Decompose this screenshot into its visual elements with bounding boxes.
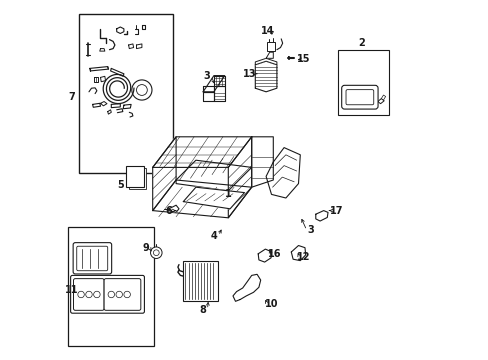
Polygon shape (136, 44, 142, 49)
Text: 6: 6 (165, 206, 172, 216)
Polygon shape (258, 249, 270, 262)
Text: 15: 15 (297, 54, 310, 64)
Polygon shape (255, 61, 276, 92)
Text: 13: 13 (243, 69, 256, 79)
Polygon shape (287, 56, 288, 59)
Bar (126, 166, 143, 187)
Polygon shape (152, 137, 176, 211)
Bar (266, 42, 275, 51)
Bar (183, 261, 217, 301)
Bar (128, 168, 145, 189)
Polygon shape (101, 76, 105, 82)
Text: 8: 8 (199, 305, 206, 315)
Polygon shape (92, 103, 101, 107)
FancyBboxPatch shape (73, 279, 104, 310)
Polygon shape (152, 137, 251, 167)
Text: 17: 17 (329, 206, 343, 216)
Polygon shape (213, 86, 224, 101)
Text: 11: 11 (65, 285, 78, 295)
FancyBboxPatch shape (73, 243, 111, 274)
Text: 3: 3 (307, 225, 314, 235)
Text: 3: 3 (203, 71, 210, 81)
Circle shape (94, 291, 100, 298)
Text: 10: 10 (264, 299, 278, 309)
Polygon shape (117, 27, 123, 33)
Text: 16: 16 (268, 249, 281, 259)
Polygon shape (203, 92, 213, 101)
FancyBboxPatch shape (341, 85, 377, 109)
Circle shape (78, 291, 84, 298)
Polygon shape (94, 77, 98, 82)
FancyBboxPatch shape (70, 275, 144, 313)
Polygon shape (111, 104, 120, 108)
Text: 12: 12 (297, 252, 310, 262)
Polygon shape (110, 68, 123, 76)
Polygon shape (168, 205, 179, 212)
Bar (68, 227, 154, 346)
FancyBboxPatch shape (346, 90, 373, 105)
Circle shape (85, 291, 92, 298)
Circle shape (116, 291, 122, 298)
Polygon shape (255, 58, 276, 65)
Polygon shape (128, 44, 133, 49)
Polygon shape (265, 52, 273, 58)
Text: 4: 4 (210, 231, 217, 241)
Polygon shape (123, 104, 131, 109)
Circle shape (150, 247, 162, 258)
Polygon shape (291, 246, 305, 261)
Polygon shape (89, 67, 108, 71)
Text: 2: 2 (357, 38, 364, 48)
Polygon shape (183, 187, 244, 209)
Polygon shape (152, 180, 251, 218)
Polygon shape (251, 137, 273, 187)
Polygon shape (265, 148, 300, 198)
Circle shape (108, 291, 114, 298)
Circle shape (132, 80, 152, 100)
Text: 7: 7 (68, 92, 75, 102)
Polygon shape (100, 49, 104, 51)
Polygon shape (315, 211, 327, 221)
FancyBboxPatch shape (77, 246, 107, 271)
Text: 9: 9 (142, 243, 148, 253)
Circle shape (123, 291, 130, 298)
Bar (79, 14, 172, 173)
FancyBboxPatch shape (104, 279, 141, 310)
Text: 14: 14 (261, 26, 274, 36)
Text: 1: 1 (224, 189, 231, 199)
Polygon shape (228, 137, 251, 218)
Polygon shape (203, 86, 213, 92)
Polygon shape (232, 274, 260, 301)
Bar (337, 50, 387, 115)
Polygon shape (176, 160, 251, 191)
Circle shape (153, 250, 159, 256)
Polygon shape (213, 76, 224, 86)
Polygon shape (203, 76, 224, 92)
Circle shape (136, 85, 147, 95)
Text: 5: 5 (117, 180, 123, 190)
